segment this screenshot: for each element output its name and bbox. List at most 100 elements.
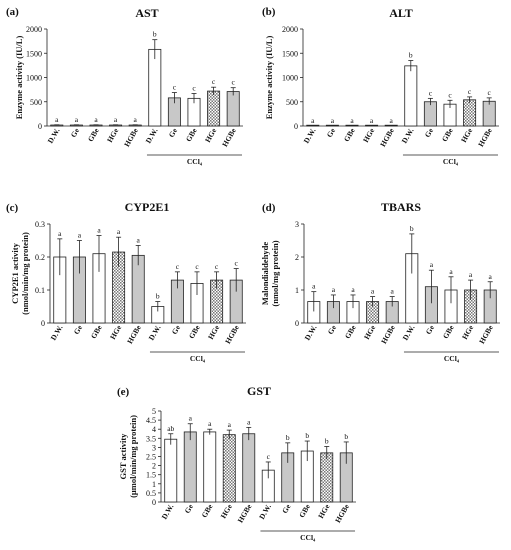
category-label: HGBe	[236, 502, 254, 524]
category-label: Ge	[325, 126, 338, 139]
bar	[222, 434, 236, 503]
category-label: D.W.	[401, 323, 417, 341]
significance-label: a	[351, 285, 355, 294]
panel-letter: (d)	[262, 202, 276, 214]
y-tick-label: 2.5	[146, 453, 156, 462]
y-tick-label: 1500	[26, 49, 42, 58]
significance-label: a	[228, 420, 232, 429]
y-tick-label: 2	[152, 462, 156, 471]
category-label: Ge	[423, 126, 436, 139]
category-label: D.W.	[144, 126, 160, 144]
panel-title: GST	[247, 384, 271, 398]
significance-label: c	[448, 90, 452, 99]
bar	[226, 91, 240, 127]
category-label: HGe	[460, 323, 476, 341]
category-label: HGe	[108, 323, 124, 341]
significance-label: c	[267, 452, 271, 461]
significance-label: b	[286, 433, 290, 442]
y-tick-label: 0.2	[35, 253, 45, 262]
significance-label: a	[332, 285, 336, 294]
category-label: HGe	[203, 126, 219, 144]
category-label: D.W.	[302, 126, 318, 144]
y-axis-label: (μmol/min/mg protein)	[128, 415, 138, 498]
y-axis-label: Malondialdehyde	[260, 242, 270, 306]
group-label: CCl₄	[444, 354, 460, 363]
y-tick-label: 0	[294, 122, 298, 131]
category-label: Ge	[326, 323, 339, 336]
bar	[365, 124, 379, 127]
significance-label: a	[55, 115, 59, 124]
category-label: Ge	[424, 323, 437, 336]
category-label: HGe	[459, 126, 475, 144]
y-tick-label: 0	[38, 122, 42, 131]
significance-label: a	[247, 417, 251, 426]
significance-label: a	[208, 419, 212, 428]
y-tick-label: 0	[295, 319, 299, 328]
category-label: D.W.	[49, 323, 65, 341]
category-label: HGBe	[223, 323, 241, 345]
significance-label: a	[114, 115, 118, 124]
y-axis-label: (nmol/min/mg protein)	[20, 232, 30, 315]
category-label: GBe	[440, 126, 455, 143]
y-tick-label: 500	[286, 98, 298, 107]
significance-label: c	[235, 259, 239, 268]
panel-title: TBARS	[381, 200, 421, 214]
y-tick-label: 2000	[282, 25, 298, 34]
category-label: HGe	[361, 126, 377, 144]
significance-label: a	[489, 272, 493, 281]
category-label: GBe	[342, 126, 357, 143]
category-label: GBe	[184, 126, 199, 143]
category-label: Ge	[183, 502, 196, 515]
category-label: GBe	[441, 323, 456, 340]
y-axis-label: GST activity	[118, 433, 128, 480]
category-label: GBe	[297, 502, 312, 519]
y-tick-label: 500	[30, 98, 42, 107]
y-axis-label: Enzyme activity (IU/L)	[14, 36, 24, 120]
significance-label: a	[312, 282, 316, 291]
significance-label: c	[488, 88, 492, 97]
bar	[463, 99, 477, 127]
chart-panel-cyp2e1: (c) CYP2E1 0 0.1 0.2 0.3 CYP2E1 activity (nmol/…	[6, 200, 246, 363]
category-label: D.W.	[147, 323, 163, 341]
panel-letter: (b)	[262, 6, 276, 18]
panel-letter: (e)	[117, 386, 130, 398]
significance-label: a	[97, 226, 101, 235]
significance-label: a	[189, 414, 193, 423]
y-tick-label: 3	[295, 220, 299, 229]
significance-label: a	[390, 116, 394, 125]
significance-label: a	[370, 116, 374, 125]
panel-letter: (c)	[6, 202, 19, 214]
significance-label: a	[58, 229, 62, 238]
bar	[164, 438, 178, 503]
bar	[404, 65, 418, 127]
category-label: Ge	[280, 502, 293, 515]
category-label: HGBe	[333, 502, 351, 524]
group-label: CCl₄	[187, 157, 203, 166]
chart-panel-alt: (b) ALT 0 500 1000 1500 2000 Enzyme activity (I…	[262, 6, 499, 166]
group-label: CCl₄	[190, 354, 206, 363]
bar	[183, 431, 197, 503]
category-label: GBe	[187, 323, 202, 340]
significance-label: b	[156, 292, 160, 301]
significance-label: a	[75, 115, 79, 124]
significance-label: c	[212, 77, 216, 86]
significance-label: c	[192, 84, 196, 93]
category-label: HGBe	[379, 323, 397, 345]
significance-label: b	[409, 51, 413, 60]
significance-label: a	[137, 235, 141, 244]
y-tick-label: 0	[152, 498, 156, 507]
category-label: D.W.	[303, 323, 319, 341]
significance-label: b	[410, 224, 414, 233]
significance-label: a	[331, 116, 335, 125]
significance-label: a	[78, 231, 82, 240]
bar	[242, 433, 256, 503]
bar	[384, 124, 398, 127]
category-label: GBe	[343, 323, 358, 340]
significance-label: a	[94, 115, 98, 124]
category-label: D.W.	[257, 502, 273, 520]
bar	[345, 124, 359, 127]
significance-label: a	[311, 116, 315, 125]
y-axis-label: (nmol/mg protein)	[270, 240, 280, 306]
significance-label: a	[134, 115, 138, 124]
